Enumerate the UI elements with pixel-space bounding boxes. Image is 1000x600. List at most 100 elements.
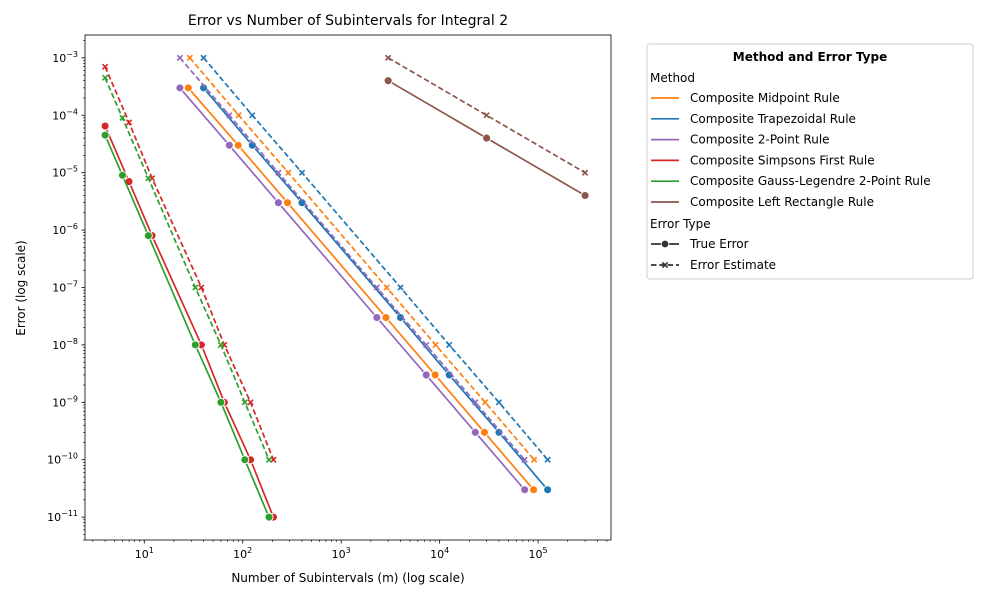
data-point-true-error — [421, 370, 431, 380]
legend-method-label: Composite Trapezoidal Rule — [690, 112, 856, 126]
data-point-error-estimate — [397, 284, 404, 291]
data-point-error-estimate — [581, 169, 589, 176]
data-point-error-estimate — [226, 112, 233, 119]
legend-frame — [646, 43, 974, 280]
data-point-true-error — [199, 83, 209, 93]
legend-methods: Composite Midpoint Rule Composite Trapezo… — [651, 91, 931, 209]
legend-marker-circle — [660, 239, 670, 249]
y-tick-label: 10−5 — [52, 165, 78, 180]
data-point-true-error — [381, 313, 391, 322]
data-point-true-error — [470, 427, 480, 437]
data-point-true-error — [396, 313, 405, 322]
data-point-true-error — [100, 121, 110, 131]
data-point-true-error — [233, 140, 243, 150]
y-tick-label: 10−11 — [47, 509, 78, 524]
y-tick-label: 10−6 — [52, 222, 78, 237]
legend-method-label: Composite Midpoint Rule — [690, 91, 840, 105]
data-point-error-estimate — [198, 284, 205, 291]
data-point-true-error — [117, 170, 127, 180]
data-point-error-estimate — [247, 399, 254, 406]
data-point-true-error — [543, 485, 553, 495]
data-point-error-estimate — [101, 63, 109, 70]
series-line-composite-left-rectangle-rule-error-estimate — [387, 57, 586, 174]
data-point-error-estimate — [521, 456, 528, 463]
legend-error-type-label: Error Estimate — [690, 258, 776, 272]
y-tick-label: 10−3 — [52, 50, 78, 65]
legend: Method and Error Type Method Composite M… — [646, 43, 974, 280]
x-tick-label: 104 — [430, 546, 449, 561]
x-tick-label: 102 — [233, 546, 252, 561]
data-point-error-estimate — [235, 112, 242, 119]
data-point-error-estimate — [217, 341, 225, 349]
data-point-error-estimate — [249, 112, 256, 119]
data-point-error-estimate — [385, 54, 392, 62]
y-axis-ticks: 10−11 10−10 10−9 10−8 10−7 10−6 10−5 10−4 10−3 — [47, 40, 85, 541]
data-point-true-error — [529, 485, 539, 495]
data-point-error-estimate — [482, 399, 489, 406]
chart-title: Error vs Number of Subintervals for Inte… — [188, 13, 508, 29]
data-point-true-error — [479, 427, 489, 437]
data-point-true-error — [190, 340, 200, 350]
data-point-true-error — [283, 198, 292, 208]
data-point-error-estimate — [119, 114, 126, 122]
x-axis-ticks: 101 102 103 104 105 — [92, 540, 608, 561]
data-point-true-error — [143, 231, 153, 241]
legend-marker-x — [661, 261, 669, 269]
series-layer — [100, 54, 590, 522]
legend-method-label: Composite 2-Point Rule — [690, 133, 830, 147]
data-point-true-error — [183, 83, 193, 93]
legend-method-label: Composite Simpsons First Rule — [690, 153, 875, 167]
data-point-true-error — [273, 198, 283, 208]
data-point-true-error — [372, 313, 382, 322]
data-point-error-estimate — [125, 119, 133, 126]
data-point-error-estimate — [241, 399, 248, 406]
data-point-error-estimate — [495, 399, 503, 406]
legend-error-types: True Error Error Estimate — [651, 237, 776, 272]
data-point-error-estimate — [192, 284, 199, 291]
x-tick-label: 103 — [332, 546, 351, 561]
data-point-error-estimate — [373, 284, 380, 291]
legend-method-label: Composite Left Rectangle Rule — [690, 195, 874, 209]
data-point-error-estimate — [200, 54, 207, 62]
y-tick-label: 10−7 — [52, 280, 78, 295]
y-axis-label: Error (log scale) — [14, 240, 28, 335]
legend-method-header: Method — [650, 71, 695, 85]
data-point-error-estimate — [483, 112, 490, 119]
data-point-error-estimate — [285, 169, 292, 176]
data-point-error-estimate — [265, 456, 273, 463]
data-point-true-error — [264, 512, 274, 522]
data-point-true-error — [520, 485, 530, 495]
data-point-error-estimate — [446, 341, 453, 349]
x-tick-label: 105 — [529, 546, 548, 561]
data-point-true-error — [494, 427, 504, 437]
data-point-error-estimate — [530, 456, 538, 463]
legend-method-label: Composite Gauss-Legendre 2-Point Rule — [690, 174, 931, 188]
data-point-error-estimate — [275, 169, 282, 176]
data-point-error-estimate — [544, 456, 551, 463]
x-tick-label: 101 — [135, 546, 154, 561]
y-tick-label: 10−10 — [47, 452, 78, 467]
y-tick-label: 10−4 — [52, 107, 78, 122]
data-point-true-error — [482, 133, 492, 143]
data-point-error-estimate — [423, 341, 430, 349]
x-axis-label: Number of Subintervals (m) (log scale) — [231, 571, 464, 585]
plot-area — [85, 35, 611, 540]
data-point-error-estimate — [145, 175, 152, 182]
data-point-true-error — [240, 455, 250, 465]
data-point-error-estimate — [101, 74, 109, 81]
data-point-error-estimate — [472, 399, 479, 406]
data-point-error-estimate — [298, 169, 306, 176]
data-point-true-error — [175, 83, 185, 93]
data-point-error-estimate — [176, 54, 184, 62]
data-point-error-estimate — [186, 54, 193, 62]
data-point-true-error — [297, 198, 307, 208]
data-point-true-error — [430, 370, 440, 380]
legend-title: Method and Error Type — [733, 50, 887, 64]
y-tick-label: 10−9 — [52, 394, 78, 409]
data-point-true-error — [580, 191, 590, 200]
y-tick-label: 10−8 — [52, 337, 78, 352]
data-point-true-error — [100, 130, 110, 140]
data-point-error-estimate — [432, 341, 439, 349]
data-point-true-error — [224, 140, 234, 150]
